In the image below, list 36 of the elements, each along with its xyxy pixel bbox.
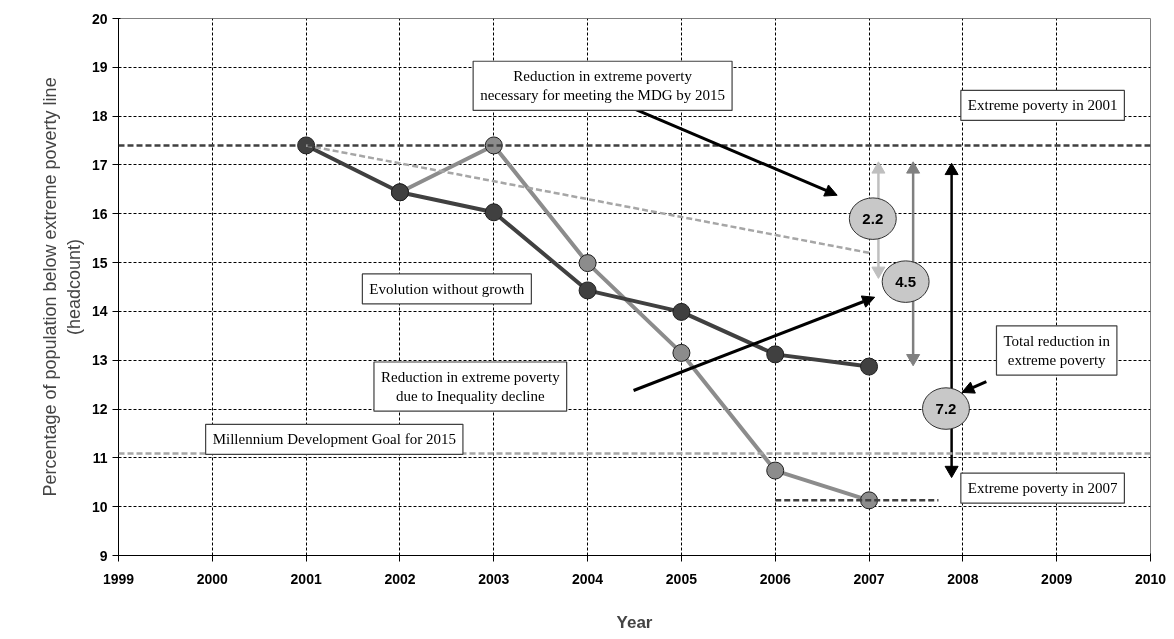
annotation: 2.2 bbox=[862, 209, 884, 227]
y-tick-label: 20 bbox=[91, 10, 108, 27]
annotation: Evolution without growth bbox=[369, 280, 525, 297]
x-tick-label: 2010 bbox=[1134, 570, 1167, 587]
y-tick-label: 9 bbox=[99, 547, 108, 564]
y-axis-title: Percentage of population below extreme poverty line (headcount) bbox=[39, 77, 84, 497]
x-axis-title: Year bbox=[616, 612, 653, 632]
x-tick-label: 2004 bbox=[572, 570, 604, 587]
x-tick-label: 2000 bbox=[196, 570, 229, 587]
y-tick-label: 14 bbox=[91, 303, 108, 320]
y-tick-label: 17 bbox=[91, 156, 108, 173]
x-tick-label: 1999 bbox=[102, 570, 135, 587]
y-tick-label: 12 bbox=[91, 401, 108, 418]
y-tick-label: 13 bbox=[91, 352, 108, 369]
annotation: Total reduction in extreme poverty bbox=[1003, 332, 1111, 369]
x-tick-label: 2006 bbox=[759, 570, 792, 587]
y-tick-label: 16 bbox=[91, 205, 108, 222]
annotation: 4.5 bbox=[895, 272, 917, 290]
x-tick-label: 2002 bbox=[384, 570, 416, 587]
y-tick-label: 10 bbox=[91, 498, 108, 515]
y-tick-label: 18 bbox=[91, 108, 108, 125]
y-tick-label: 15 bbox=[91, 254, 108, 271]
annotation: Extreme poverty in 2007 bbox=[967, 480, 1118, 497]
annotation: Reduction in extreme poverty necessary for meeting the MDG by 2015 bbox=[480, 68, 726, 104]
y-tick-label: 11 bbox=[92, 449, 108, 466]
x-tick-label: 2008 bbox=[947, 570, 979, 587]
x-tick-label: 2007 bbox=[853, 570, 885, 587]
ref-line-label: Millennium Development Goal for 2015 bbox=[212, 431, 456, 448]
x-tick-label: 2009 bbox=[1041, 570, 1073, 587]
annotation: 7.2 bbox=[935, 399, 957, 417]
ref-line-label: Extreme poverty in 2001 bbox=[967, 97, 1118, 114]
x-tick-label: 2005 bbox=[665, 570, 698, 587]
x-tick-label: 2003 bbox=[478, 570, 510, 587]
annotation: Reduction in extreme poverty due to Inequality decline bbox=[380, 368, 561, 405]
y-tick-label: 19 bbox=[91, 59, 108, 76]
x-tick-label: 2001 bbox=[290, 570, 322, 587]
